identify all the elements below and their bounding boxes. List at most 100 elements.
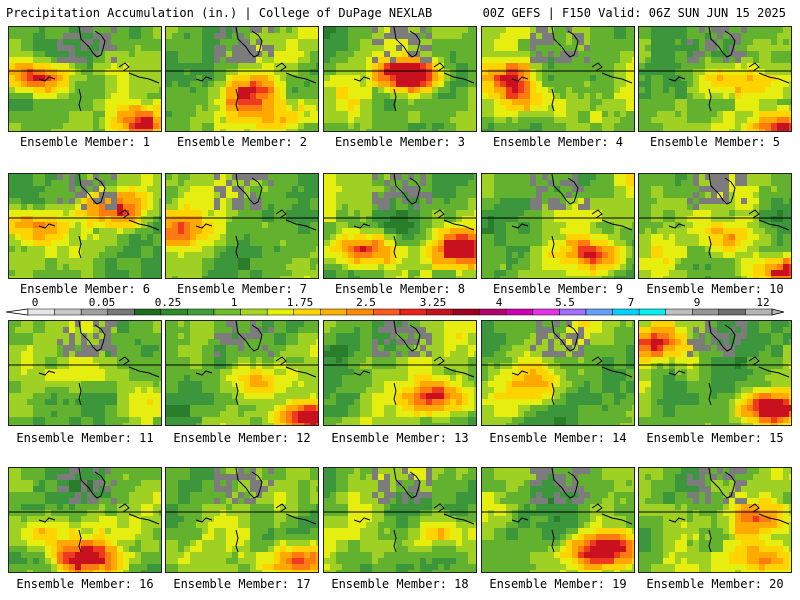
ensemble-member-14-map [481,320,635,426]
ensemble-member-3-map [323,26,477,132]
precipitation-field [482,27,634,131]
ensemble-member-12-map [165,320,319,426]
coastline-outline [9,321,161,406]
precipitation-field [639,27,791,131]
precipitation-field [482,321,634,425]
ensemble-member-10-map [638,173,792,279]
ensemble-member-label: Ensemble Member: 15 [646,431,784,445]
precipitation-field [166,27,318,131]
ensemble-member-17-map [165,467,319,573]
ensemble-member-16-map [8,467,162,573]
ensemble-member-label: Ensemble Member: 6 [19,282,151,296]
colorbar-segment [54,308,82,316]
ensemble-member-11-map [8,320,162,426]
coastline-outline [9,174,161,259]
coastline-outline [639,321,791,406]
ensemble-member-15-map [638,320,792,426]
coastline-outline [482,468,634,553]
precipitation-field [639,321,791,425]
ensemble-member-label: Ensemble Member: 17 [173,577,311,591]
colorbar-tick-label: 0 [31,296,39,309]
colorbar-tick-label: 9 [693,296,701,309]
colorbar-segment [426,308,454,316]
ensemble-member-label: Ensemble Member: 4 [492,135,624,149]
coastline-outline [9,468,161,553]
ensemble-member-19-map [481,467,635,573]
coastline-outline [166,468,318,553]
colorbar-tick-label: 1 [230,296,238,309]
colorbar-segment [80,308,108,316]
ensemble-member-label: Ensemble Member: 9 [492,282,624,296]
precipitation-colorbar [5,308,785,316]
colorbar-segment [452,308,480,316]
coastline-outline [166,321,318,406]
precipitation-field [324,468,476,572]
ensemble-member-9-map [481,173,635,279]
ensemble-member-label: Ensemble Member: 5 [649,135,781,149]
ensemble-member-label: Ensemble Member: 2 [176,135,308,149]
precipitation-field [324,321,476,425]
colorbar-segment [612,308,640,316]
precipitation-field [639,174,791,278]
coastline-outline [639,27,791,112]
colorbar-tick-label: 0.05 [88,296,116,309]
precipitation-field [639,468,791,572]
coastline-outline [324,27,476,112]
colorbar-tick-label: 2.5 [356,296,376,309]
ensemble-member-label: Ensemble Member: 20 [646,577,784,591]
colorbar-segment [479,308,507,316]
colorbar-tick-label: 5.5 [555,296,575,309]
colorbar-segment [718,308,746,316]
ensemble-member-13-map [323,320,477,426]
precipitation-field [9,468,161,572]
ensemble-member-7-map [165,173,319,279]
ensemble-member-label: Ensemble Member: 8 [334,282,466,296]
ensemble-member-20-map [638,467,792,573]
ensemble-member-label: Ensemble Member: 11 [16,431,154,445]
colorbar-segment [399,308,427,316]
coastline-outline [482,27,634,112]
ensemble-member-label: Ensemble Member: 18 [331,577,469,591]
colorbar-tick-label: 3.25 [419,296,447,309]
ensemble-member-1-map [8,26,162,132]
ensemble-member-label: Ensemble Member: 10 [646,282,784,296]
coastline-outline [324,174,476,259]
precipitation-field [482,174,634,278]
colorbar-tick-label: 7 [627,296,635,309]
colorbar-segment [745,308,773,316]
precipitation-field [9,321,161,425]
precipitation-field [166,468,318,572]
ensemble-member-label: Ensemble Member: 7 [176,282,308,296]
colorbar-segment [240,308,268,316]
colorbar-segment [266,308,294,316]
ensemble-member-18-map [323,467,477,573]
precipitation-field [9,27,161,131]
coastline-outline [166,174,318,259]
colorbar-segment [213,308,241,316]
precipitation-field [324,27,476,131]
colorbar-segment [27,308,55,316]
ensemble-member-label: Ensemble Member: 14 [489,431,627,445]
ensemble-member-label: Ensemble Member: 19 [489,577,627,591]
colorbar-tick-label: 0.25 [154,296,182,309]
colorbar-segment [107,308,135,316]
coastline-outline [639,468,791,553]
ensemble-member-label: Ensemble Member: 1 [19,135,151,149]
colorbar-max-arrow [771,308,785,316]
colorbar-tick-label: 12 [756,296,770,309]
colorbar-segment [160,308,188,316]
model-run-valid-time: 00Z GEFS | F150 Valid: 06Z SUN JUN 15 20… [482,6,786,20]
ensemble-member-2-map [165,26,319,132]
ensemble-member-5-map [638,26,792,132]
precipitation-field [9,174,161,278]
colorbar-tick-label: 1.75 [286,296,314,309]
colorbar-segment [638,308,666,316]
colorbar-min-arrow [5,308,29,316]
precipitation-field [166,321,318,425]
coastline-outline [482,174,634,259]
ensemble-member-8-map [323,173,477,279]
coastline-outline [166,27,318,112]
ensemble-member-label: Ensemble Member: 16 [16,577,154,591]
precipitation-field [482,468,634,572]
colorbar-segment [532,308,560,316]
